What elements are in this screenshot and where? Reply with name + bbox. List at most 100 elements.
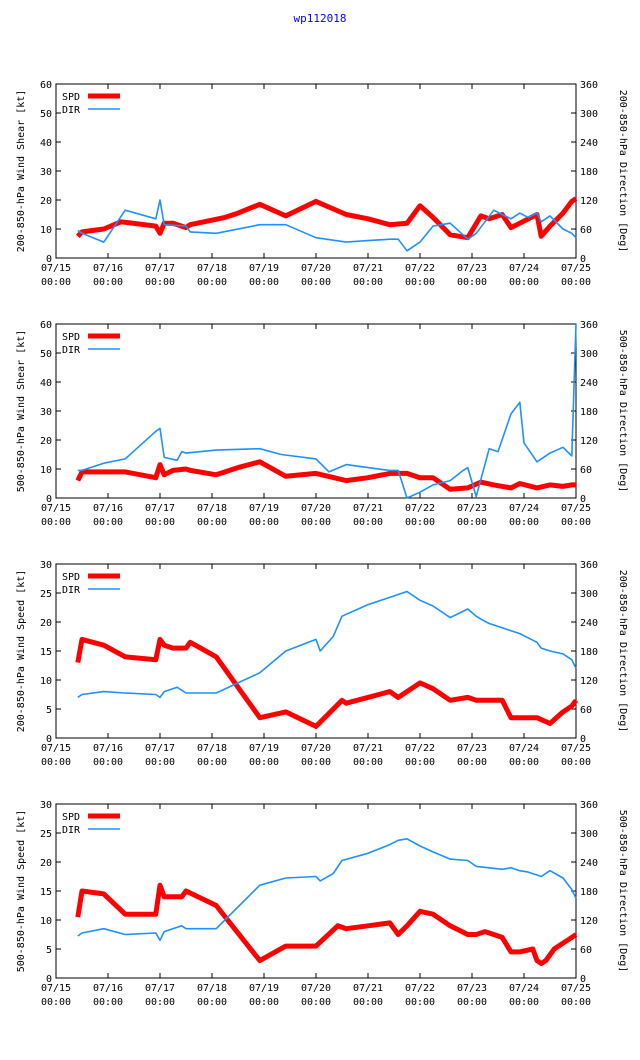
x-tick-label-time: 00:00 <box>301 997 331 1008</box>
x-tick-label-date: 07/21 <box>353 743 383 754</box>
legend-label-spd: SPD <box>62 812 80 823</box>
y2-axis-label: 200-850-hPa Direction [Deg] <box>617 570 628 733</box>
x-tick-label-date: 07/15 <box>41 743 71 754</box>
y-tick-label: 30 <box>40 560 52 571</box>
x-tick-label-time: 00:00 <box>93 997 123 1008</box>
x-tick-label-time: 00:00 <box>249 277 279 288</box>
plot-frame <box>55 83 577 259</box>
chart-500-850-wind-speed: 05101520253006012018024030036007/1500:00… <box>16 800 628 1008</box>
x-tick-label-time: 00:00 <box>405 757 435 768</box>
x-tick-label-date: 07/18 <box>197 743 227 754</box>
y-tick-label: 30 <box>40 407 52 418</box>
x-tick-label-time: 00:00 <box>301 277 331 288</box>
x-tick-label-time: 00:00 <box>249 757 279 768</box>
x-tick-label-time: 00:00 <box>457 517 487 528</box>
y-tick-label: 30 <box>40 800 52 811</box>
x-tick-label-time: 00:00 <box>405 277 435 288</box>
y2-tick-label: 120 <box>580 676 598 687</box>
y-tick-label: 0 <box>46 494 52 505</box>
x-tick-label-date: 07/20 <box>301 503 331 514</box>
x-tick-label-date: 07/19 <box>249 503 279 514</box>
x-tick-label-date: 07/23 <box>457 263 487 274</box>
y2-tick-label: 60 <box>580 945 592 956</box>
y-tick-label: 60 <box>40 80 52 91</box>
y-tick-label: 50 <box>40 109 52 120</box>
y2-tick-label: 300 <box>580 589 598 600</box>
x-tick-label-time: 00:00 <box>561 277 591 288</box>
chart-200-850-wind-speed: 05101520253006012018024030036007/1500:00… <box>16 560 628 768</box>
series-spd-line <box>75 636 579 729</box>
x-tick-label-date: 07/19 <box>249 983 279 994</box>
x-tick-label-time: 00:00 <box>145 757 175 768</box>
plot-frame <box>55 563 577 739</box>
y2-tick-label: 0 <box>580 254 586 265</box>
y-tick-label: 40 <box>40 138 52 149</box>
x-tick-label-date: 07/16 <box>93 503 123 514</box>
y2-tick-label: 0 <box>580 734 586 745</box>
chart-500-850-wind-shear: 0 10 20 30 40 50 60 0 60 120 180 240 300 360 07/15 00:0… <box>16 320 628 528</box>
x-tick-label-date: 07/25 <box>561 983 591 994</box>
legend-label-dir: DIR <box>62 105 81 116</box>
x-tick-label-date: 07/21 <box>353 263 383 274</box>
y2-tick-label: 240 <box>580 618 598 629</box>
x-tick-label-date: 07/22 <box>405 263 435 274</box>
y-tick-label: 50 <box>40 349 52 360</box>
y-tick-label: 5 <box>46 705 52 716</box>
legend-label-dir: DIR <box>62 585 81 596</box>
y2-tick-label: 360 <box>580 800 598 811</box>
x-tick-label-time: 00:00 <box>561 517 591 528</box>
y-tick-label: 25 <box>40 829 52 840</box>
x-tick-label-date: 07/24 <box>509 503 539 514</box>
x-tick-label-time: 00:00 <box>509 277 539 288</box>
x-tick-label-date: 07/22 <box>405 743 435 754</box>
x-tick-label-time: 00:00 <box>197 277 227 288</box>
y-tick-label: 10 <box>40 916 52 927</box>
x-tick-label-date: 07/16 <box>93 263 123 274</box>
x-tick-label-date: 07/20 <box>301 743 331 754</box>
x-tick-label-date: 07/15 <box>41 983 71 994</box>
x-tick-label-date: 07/23 <box>457 503 487 514</box>
y2-tick-label: 60 <box>580 705 592 716</box>
y-tick-label: 10 <box>40 676 52 687</box>
x-tick-label-time: 00:00 <box>457 277 487 288</box>
x-tick-label-date: 07/20 <box>301 983 331 994</box>
x-tick-label-time: 00:00 <box>457 757 487 768</box>
x-tick-label-date: 07/23 <box>457 743 487 754</box>
x-tick-label-time: 00:00 <box>197 997 227 1008</box>
x-tick-label-date: 07/22 <box>405 503 435 514</box>
x-tick-label-time: 00:00 <box>509 757 539 768</box>
legend-label-spd: SPD <box>62 572 80 583</box>
y2-tick-label: 60 <box>580 465 592 476</box>
y-tick-label: 0 <box>46 254 52 265</box>
y-tick-label: 10 <box>40 225 52 236</box>
x-tick-label-time: 00:00 <box>353 517 383 528</box>
y2-tick-label: 360 <box>580 320 598 331</box>
x-tick-label-date: 07/24 <box>509 743 539 754</box>
y-tick-label: 0 <box>46 734 52 745</box>
x-tick-label-time: 00:00 <box>41 517 71 528</box>
x-tick-label-date: 07/18 <box>197 983 227 994</box>
legend-label-spd: SPD <box>62 92 80 103</box>
x-tick-label-time: 00:00 <box>301 517 331 528</box>
x-tick-label-time: 00:00 <box>93 757 123 768</box>
x-tick-label-time: 00:00 <box>405 997 435 1008</box>
y-tick-label: 15 <box>40 887 52 898</box>
legend-label-dir: DIR <box>62 345 81 356</box>
x-tick-label-time: 00:00 <box>561 757 591 768</box>
x-tick-label-time: 00:00 <box>457 997 487 1008</box>
x-tick-label-time: 00:00 <box>197 517 227 528</box>
x-tick-label-time: 00:00 <box>41 277 71 288</box>
x-tick-label-date: 07/19 <box>249 263 279 274</box>
y2-axis-label: 200-850-hPa Direction [Deg] <box>617 90 628 253</box>
x-tick-label-date: 07/17 <box>145 983 175 994</box>
y-tick-label: 0 <box>46 974 52 985</box>
x-tick-label-date: 07/20 <box>301 263 331 274</box>
x-tick-label-date: 07/25 <box>561 503 591 514</box>
legend-label-spd: SPD <box>62 332 80 343</box>
x-tick-label-time: 00:00 <box>509 997 539 1008</box>
y2-tick-label: 240 <box>580 138 598 149</box>
y-tick-label: 20 <box>40 436 52 447</box>
x-tick-label-date: 07/15 <box>41 263 71 274</box>
y2-tick-label: 300 <box>580 349 598 360</box>
